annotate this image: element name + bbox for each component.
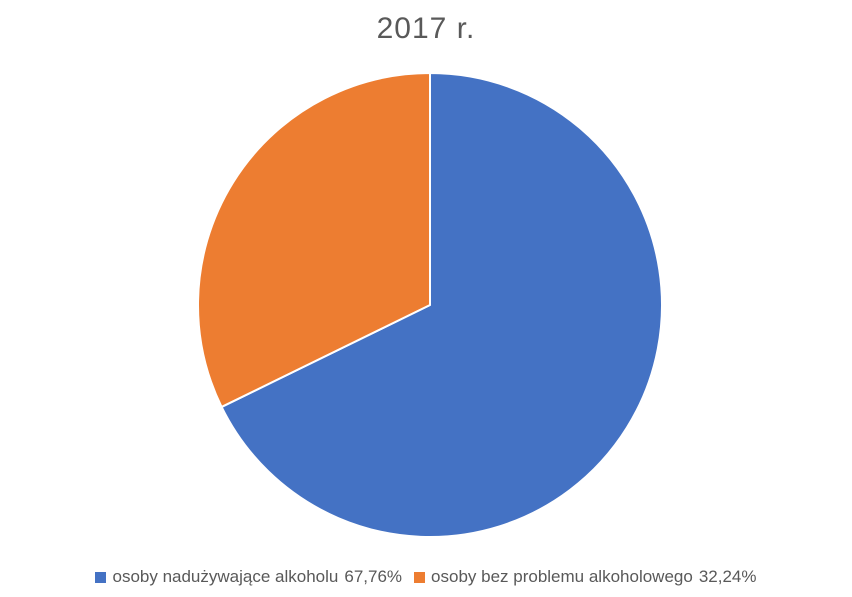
legend-item-no-alcohol-problem: osoby bez problemu alkoholowego 32,24%: [414, 567, 757, 587]
legend-item-alcohol-abusers: osoby nadużywające alkoholu 67,76%: [95, 567, 402, 587]
pie-chart: [197, 72, 663, 538]
legend-swatch-alcohol-abusers: [95, 571, 107, 583]
legend-label-alcohol-abusers: osoby nadużywające alkoholu: [112, 567, 339, 586]
legend: osoby nadużywające alkoholu 67,76% osoby…: [0, 567, 852, 587]
legend-label-no-alcohol-problem: osoby bez problemu alkoholowego: [431, 567, 693, 586]
pie-slice-no-alcohol-problem: [197, 72, 431, 408]
pie-slice-alcohol-abusers: [220, 72, 663, 538]
chart-title: 2017 r.: [376, 12, 476, 45]
legend-value-alcohol-abusers: 67,76%: [344, 567, 403, 586]
legend-value-no-alcohol-problem: 32,24%: [698, 567, 757, 586]
legend-swatch-no-alcohol-problem: [414, 571, 426, 583]
